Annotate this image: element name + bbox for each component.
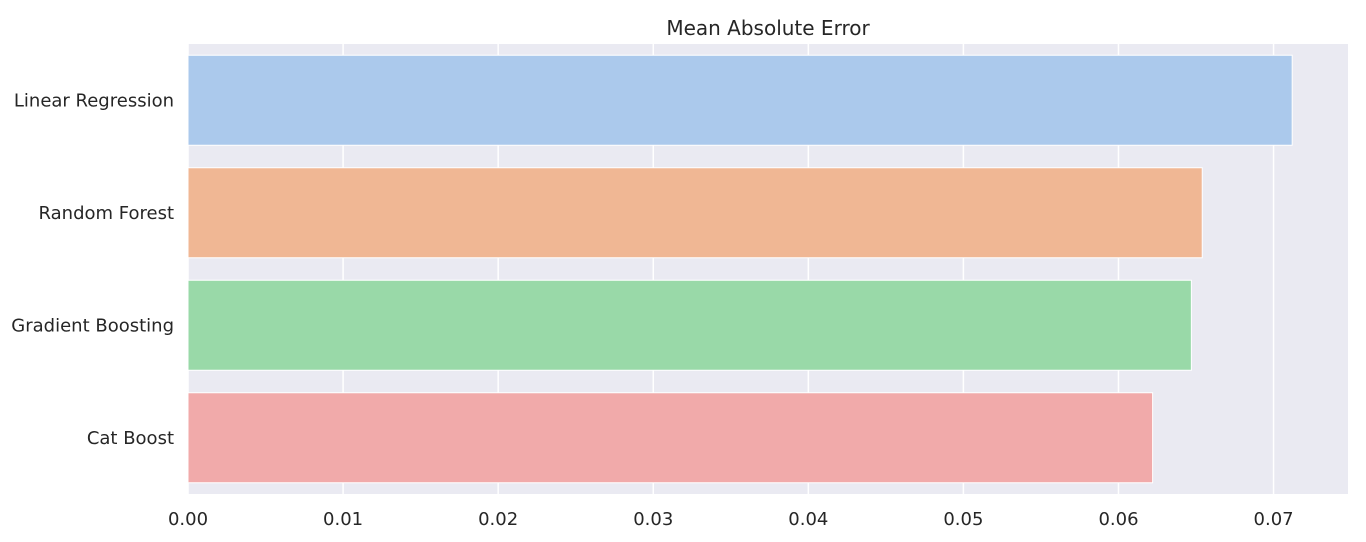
category-label: Gradient Boosting (11, 315, 174, 336)
category-label: Random Forest (39, 203, 174, 224)
x-tick-label: 0.01 (323, 509, 363, 530)
x-tick-label: 0.03 (633, 509, 673, 530)
x-tick-label: 0.04 (788, 509, 828, 530)
bar-linear-regression (187, 54, 1293, 146)
category-label: Cat Boost (87, 428, 174, 449)
category-labels: Linear Regression Random Forest Gradient B… (11, 90, 174, 449)
bar-random-forest (187, 167, 1203, 259)
x-tick-labels: 0.00 0.01 0.02 0.03 0.04 0.05 0.06 0.07 (168, 509, 1294, 530)
category-label: Linear Regression (14, 90, 174, 111)
bar-gradient-boosting (187, 279, 1192, 371)
bars (187, 54, 1293, 484)
x-tick-label: 0.02 (478, 509, 518, 530)
x-tick-label: 0.07 (1254, 509, 1294, 530)
bar-cat-boost (187, 392, 1154, 484)
x-tick-label: 0.00 (168, 509, 208, 530)
x-tick-label: 0.05 (943, 509, 983, 530)
chart-title: Mean Absolute Error (666, 16, 870, 40)
x-tick-label: 0.06 (1098, 509, 1138, 530)
